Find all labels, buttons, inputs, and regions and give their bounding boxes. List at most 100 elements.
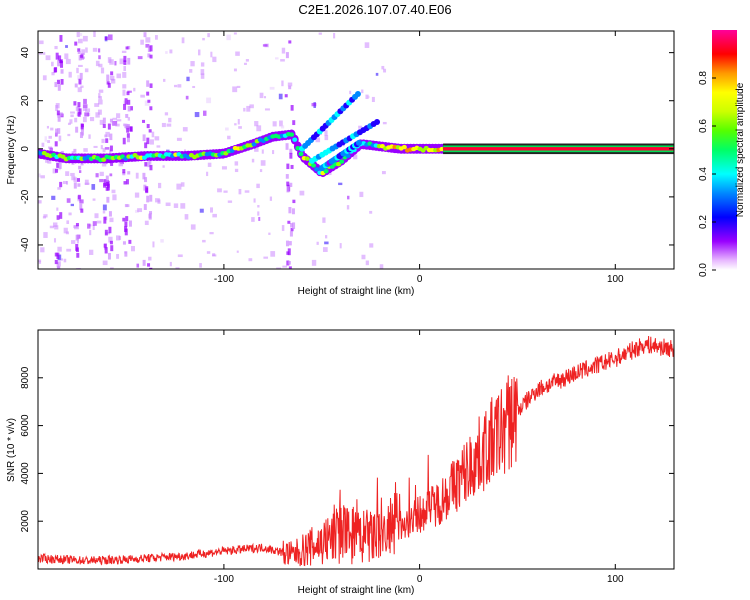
spectrogram-frame — [37, 30, 675, 270]
spectrogram-streak — [144, 177, 148, 183]
spectrogram-streak — [80, 162, 84, 166]
spectrogram-speckle — [251, 158, 255, 163]
spectrogram-streak — [60, 60, 64, 68]
spectrogram-speckle — [89, 116, 95, 122]
spectrogram-x-label: Height of straight line (km) — [298, 286, 415, 297]
spectrogram-speckle — [116, 119, 122, 122]
spectrogram-speckle — [259, 169, 263, 173]
spectrogram-speckle — [97, 109, 102, 115]
spectrogram-speckle — [145, 43, 150, 48]
spectrogram-speckle — [51, 61, 54, 67]
spectrogram-speckle — [92, 198, 96, 201]
spectrogram-speckle — [353, 154, 358, 160]
spectrogram-streak — [78, 78, 82, 85]
spectrogram-streak — [105, 175, 109, 182]
spectrogram-speckle — [130, 246, 135, 252]
spectrogram-speckle — [84, 68, 89, 73]
spectrogram-speckle — [190, 224, 196, 230]
spectrogram-x-tick-label: 100 — [607, 274, 624, 285]
spectrogram-speckle — [80, 85, 84, 88]
colorbar-ticks: 0.0 0.2 0.4 0.6 0.8 — [698, 71, 716, 277]
spectrogram-streak — [125, 216, 129, 222]
spectrogram-speckle — [202, 37, 205, 41]
spectrogram-speckle — [116, 113, 121, 119]
spectrogram-streak — [54, 81, 58, 88]
spectrogram-speckle — [234, 168, 239, 173]
spectrogram-speckle — [347, 195, 350, 200]
spectrogram-speckle — [82, 108, 87, 111]
spectrogram-speckle — [359, 191, 364, 198]
snr-y-tick-label: 6000 — [20, 414, 31, 437]
spectrogram-streak — [285, 143, 289, 150]
spectrogram-speckle — [93, 145, 98, 148]
spectrogram-streak — [285, 52, 289, 59]
spectrogram-streak — [57, 84, 61, 91]
spectrogram-streak — [286, 163, 290, 170]
spectrogram-speckle — [233, 68, 237, 72]
spectrogram-streak — [55, 52, 59, 60]
spectrogram-speckle — [183, 149, 186, 153]
spectrogram-speckle — [226, 34, 231, 41]
colorbar-tick-label: 0.2 — [698, 215, 709, 229]
spectrogram-x-tick-label: 0 — [417, 274, 423, 285]
spectrogram-streak — [55, 128, 59, 135]
spectrogram-branch-cell — [355, 139, 362, 146]
spectrogram-speckle — [127, 90, 132, 93]
spectrogram-speckle — [43, 52, 46, 55]
spectrogram-streak — [146, 91, 150, 96]
spectrogram-speckle — [94, 103, 100, 107]
spectrogram-panel: -100 0 100 -40 -20 0 20 40 Height of straight l… — [6, 30, 675, 297]
spectrogram-streak — [143, 184, 147, 191]
spectrogram-speckle — [110, 267, 114, 269]
spectrogram-speckle — [78, 64, 83, 67]
spectrogram-speckle — [244, 190, 250, 193]
spectrogram-speckle — [166, 123, 172, 127]
spectrogram-speckle — [251, 217, 255, 222]
spectrogram-speckle — [369, 243, 374, 248]
spectrogram-speckle — [223, 190, 228, 193]
spectrogram-speckle — [68, 212, 72, 216]
spectrogram-streak — [77, 183, 81, 187]
spectrogram-streak — [77, 194, 81, 200]
spectrogram-speckle — [206, 251, 211, 254]
spectrogram-speckle — [38, 259, 42, 262]
spectrogram-speckle — [371, 96, 375, 103]
spectrogram-streak — [147, 46, 151, 52]
spectrogram-speckle — [189, 69, 193, 73]
spectrogram-streak — [125, 113, 129, 118]
spectrogram-speckle — [243, 62, 247, 65]
spectrogram-speckle — [122, 89, 126, 96]
spectrogram-speckle — [93, 31, 96, 38]
spectrogram-streak — [146, 137, 150, 145]
spectrogram-speckle — [176, 183, 182, 190]
spectrogram-speckle — [99, 119, 104, 125]
spectrogram-speckle — [144, 220, 149, 226]
spectrogram-speckle — [246, 105, 251, 112]
spectrogram-speckle — [237, 119, 240, 125]
spectrogram-ridge-cell — [298, 151, 304, 157]
spectrogram-speckle — [177, 254, 183, 258]
spectrogram-speckle — [361, 254, 366, 260]
spectrogram-streak — [103, 216, 107, 224]
spectrogram-streak — [103, 243, 107, 248]
spectrogram-streak — [142, 172, 146, 180]
spectrogram-speckle — [73, 225, 78, 229]
spectrogram-streak — [147, 53, 151, 58]
spectrogram-speckle — [38, 173, 41, 178]
spectrogram-speckle — [236, 85, 241, 89]
snr-y-label: SNR (10 * v/v) — [6, 418, 17, 482]
spectrogram-streak — [288, 40, 292, 44]
spectrogram-speckle — [101, 138, 105, 144]
spectrogram-streak — [286, 181, 290, 187]
spectrogram-speckle — [135, 172, 139, 179]
spectrogram-streak — [104, 36, 108, 41]
spectrogram-speckle — [88, 134, 91, 139]
spectrogram-speckle — [161, 122, 166, 128]
spectrogram-speckle — [65, 58, 71, 65]
spectrogram-speckle — [324, 241, 329, 245]
spectrogram-ridge-cell — [251, 142, 257, 147]
spectrogram-streak — [108, 226, 112, 234]
spectrogram-streak — [285, 174, 289, 179]
spectrogram-speckle — [107, 34, 113, 41]
spectrogram-speckle — [44, 136, 47, 142]
